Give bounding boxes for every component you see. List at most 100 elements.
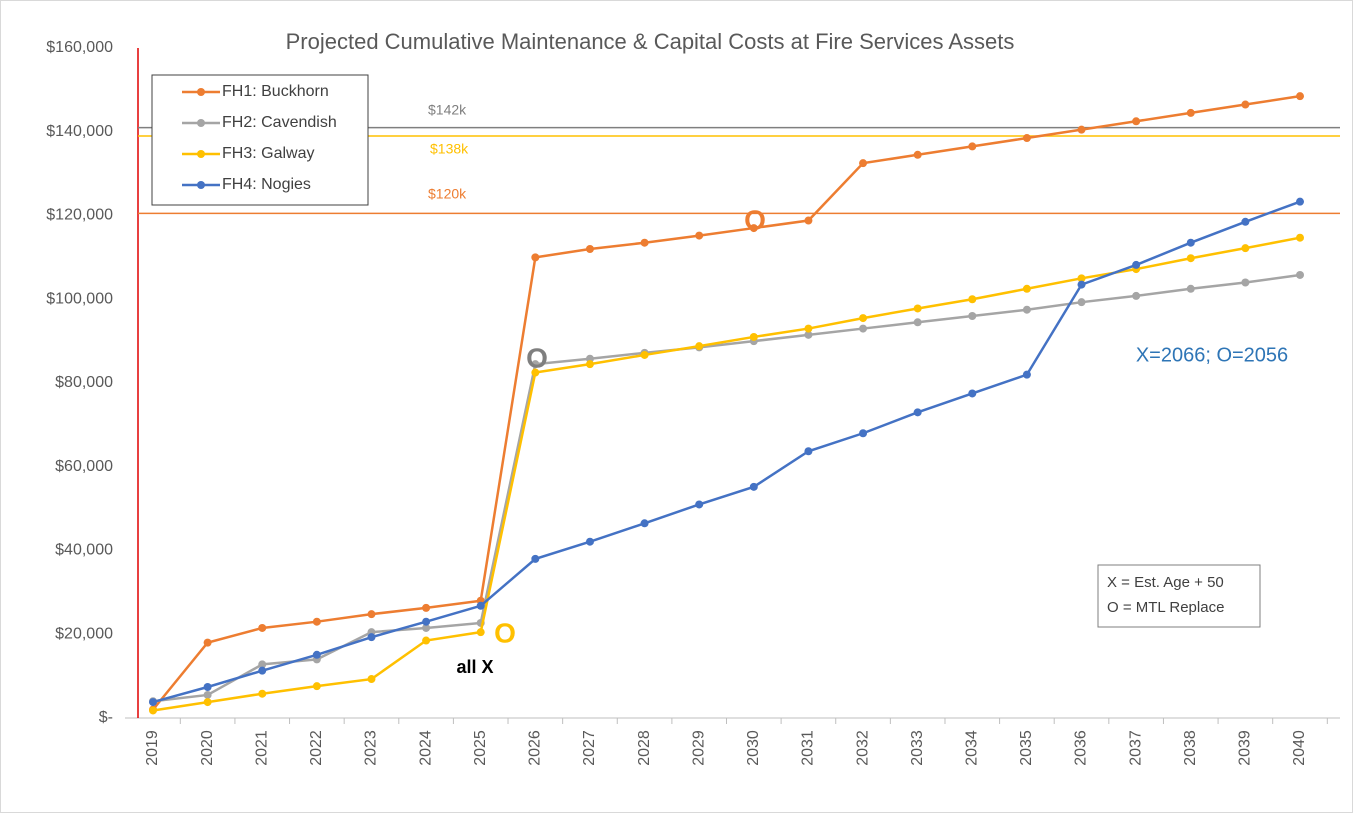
note-text: O = MTL Replace [1107,599,1224,616]
point [585,537,594,546]
point [1186,284,1195,293]
point [913,408,922,417]
point [312,617,321,626]
x-tick-label: 2038 [1182,730,1199,766]
x-tick-label: 2026 [527,730,544,766]
point [258,660,267,669]
x-tick-label: 2039 [1237,730,1254,766]
point [804,216,813,225]
point [1077,125,1086,134]
point [859,324,868,333]
point [476,628,485,637]
x-tick-label: 2019 [144,730,161,766]
note-box [1097,564,1261,628]
chart-title: Projected Cumulative Maintenance & Capit… [286,29,1015,54]
point [913,150,922,159]
note-text: X = Est. Age + 50 [1107,574,1224,591]
x-tick-label: 2021 [253,730,270,766]
point [968,312,977,320]
point [968,389,977,398]
point [367,610,376,619]
y-tick-label: $140,000 [46,123,113,140]
x-tick-label: 2029 [690,730,707,766]
x-tick-label: 2024 [417,730,434,766]
point [1186,254,1195,263]
point [203,683,212,692]
point [1296,197,1304,206]
y-tick-label: $60,000 [55,458,113,475]
point [203,638,212,647]
reference-label: $138k [430,141,469,157]
point [695,342,704,351]
y-tick-label: $100,000 [46,290,113,307]
x-tick-label: 2020 [199,730,216,766]
point [804,330,813,339]
point [258,623,267,632]
point [913,318,922,327]
point [695,500,704,509]
point [1296,233,1304,242]
point [1241,244,1250,253]
point [968,142,977,151]
x-tick-label: 2034 [964,730,981,766]
x-tick-label: 2027 [581,730,598,766]
x-tick-label: 2028 [636,730,653,766]
point [640,350,649,359]
point [804,447,813,456]
point [149,706,157,715]
legend-marker [197,181,205,189]
legend-label: FH2: Cavendish [222,114,337,131]
point [1241,217,1250,226]
point [1241,278,1250,287]
point [968,295,977,304]
point [531,253,540,262]
point [749,224,758,233]
point [1186,108,1195,117]
reference-label: $120k [428,186,467,202]
y-tick-label: $40,000 [55,542,113,559]
point [312,650,321,659]
legend-box [151,74,369,206]
point [859,429,868,438]
point [804,324,813,333]
y-tick-label: $80,000 [55,374,113,391]
point [258,666,267,675]
x-tick-label: 2031 [800,730,817,766]
y-tick-label: $- [99,709,113,726]
x-tick-label: 2032 [854,730,871,766]
annotation: O [494,617,516,648]
legend-marker [197,88,205,96]
legend-label: FH4: Nogies [222,176,311,193]
point [367,675,376,684]
point [422,603,431,612]
point [1022,134,1031,143]
annotation: O [526,342,548,373]
point [422,636,431,645]
point [312,682,321,691]
point [1186,238,1195,247]
y-tick-label: $160,000 [46,39,113,56]
point [531,554,540,563]
point [1022,284,1031,293]
point [1022,305,1031,314]
legend-label: FH3: Galway [222,145,314,162]
point [585,360,594,369]
point [749,482,758,491]
x-tick-label: 2040 [1291,730,1308,766]
reference-label: $142k [428,102,467,118]
point [203,698,212,707]
point [1132,291,1141,300]
point [367,633,376,642]
point [640,238,649,247]
annotation: X=2066; O=2056 [1136,344,1288,366]
point [1077,274,1086,283]
point [1077,280,1086,289]
series-line [152,94,1301,711]
point [585,245,594,253]
point [1132,117,1141,126]
point [476,601,485,610]
point [1296,270,1304,279]
point [640,519,649,528]
point [913,304,922,313]
